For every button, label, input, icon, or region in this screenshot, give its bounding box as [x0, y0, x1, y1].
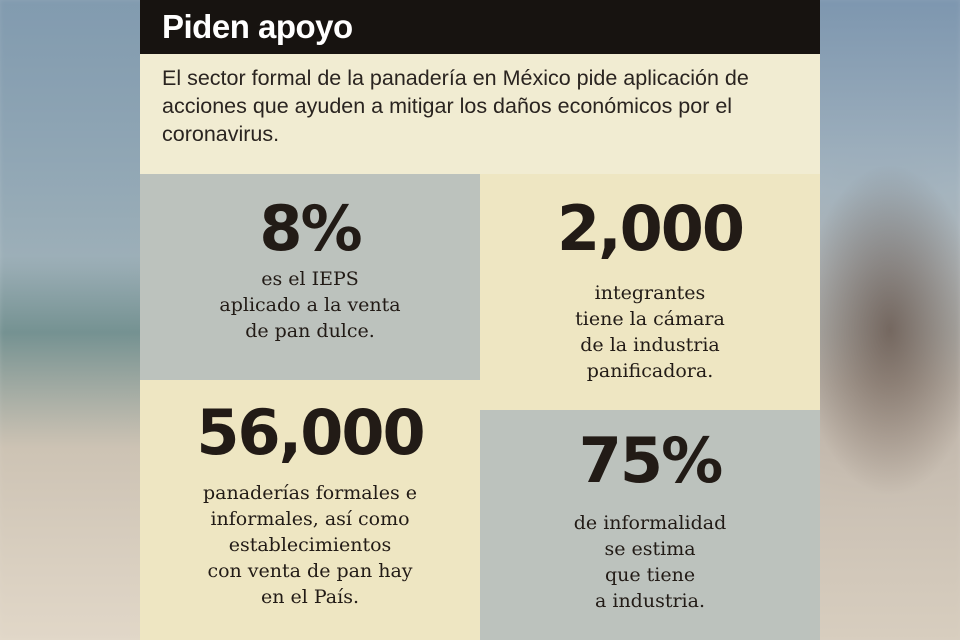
intro-text: El sector formal de la panadería en Méxi… — [162, 66, 749, 146]
infographic-title: Piden apoyo — [162, 8, 353, 45]
title-bar: Piden apoyo — [140, 0, 820, 54]
stat-value: 75% — [578, 424, 723, 497]
background-right-blur — [820, 0, 960, 640]
stat-value: 2,000 — [556, 192, 745, 265]
stat-description: es el IEPS aplicado a la venta de pan du… — [219, 268, 401, 342]
stat-box-members: 2,000 integrantes tiene la cámara de la … — [480, 174, 820, 410]
stat-description: integrantes tiene la cámara de la indust… — [575, 282, 725, 382]
stat-box-bakeries: 56,000 panaderías formales e informales,… — [140, 380, 480, 640]
stat-box-informality: 75% de informalidad se estima que tiene … — [480, 410, 820, 640]
stat-description: panaderías formales e informales, así co… — [203, 482, 417, 608]
stat-value: 8% — [259, 192, 362, 265]
background-left-blur — [0, 0, 140, 640]
stat-box-ieps: 8% es el IEPS aplicado a la venta de pan… — [140, 174, 480, 380]
infographic-panel: Piden apoyo El sector formal de la panad… — [140, 0, 820, 640]
stat-value: 56,000 — [196, 396, 425, 469]
stat-description: de informalidad se estima que tiene a in… — [573, 512, 727, 612]
